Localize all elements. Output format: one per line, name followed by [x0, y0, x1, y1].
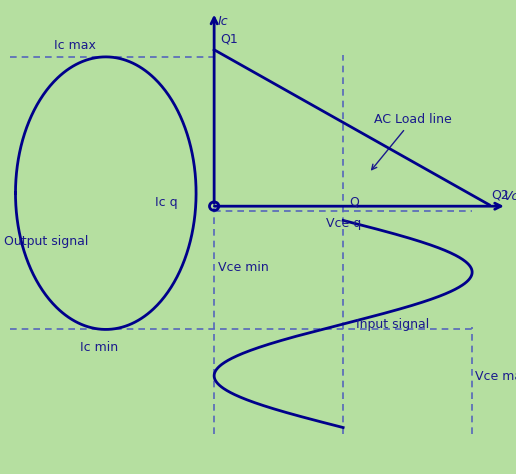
Text: Q: Q: [349, 195, 359, 208]
Text: Ic max: Ic max: [54, 39, 96, 52]
Text: Vce q: Vce q: [326, 217, 361, 229]
Text: Vce: Vce: [503, 190, 516, 203]
Text: Input signal: Input signal: [356, 318, 429, 331]
Text: Q1: Q1: [220, 33, 238, 46]
Text: Vce max: Vce max: [475, 370, 516, 383]
Text: Ic: Ic: [218, 15, 229, 28]
Text: Vce min: Vce min: [218, 262, 269, 274]
Text: Q2: Q2: [492, 189, 509, 202]
Text: Ic q: Ic q: [155, 196, 178, 209]
Text: Output signal: Output signal: [4, 235, 89, 247]
Text: Ic min: Ic min: [80, 341, 118, 354]
Text: AC Load line: AC Load line: [372, 113, 452, 170]
